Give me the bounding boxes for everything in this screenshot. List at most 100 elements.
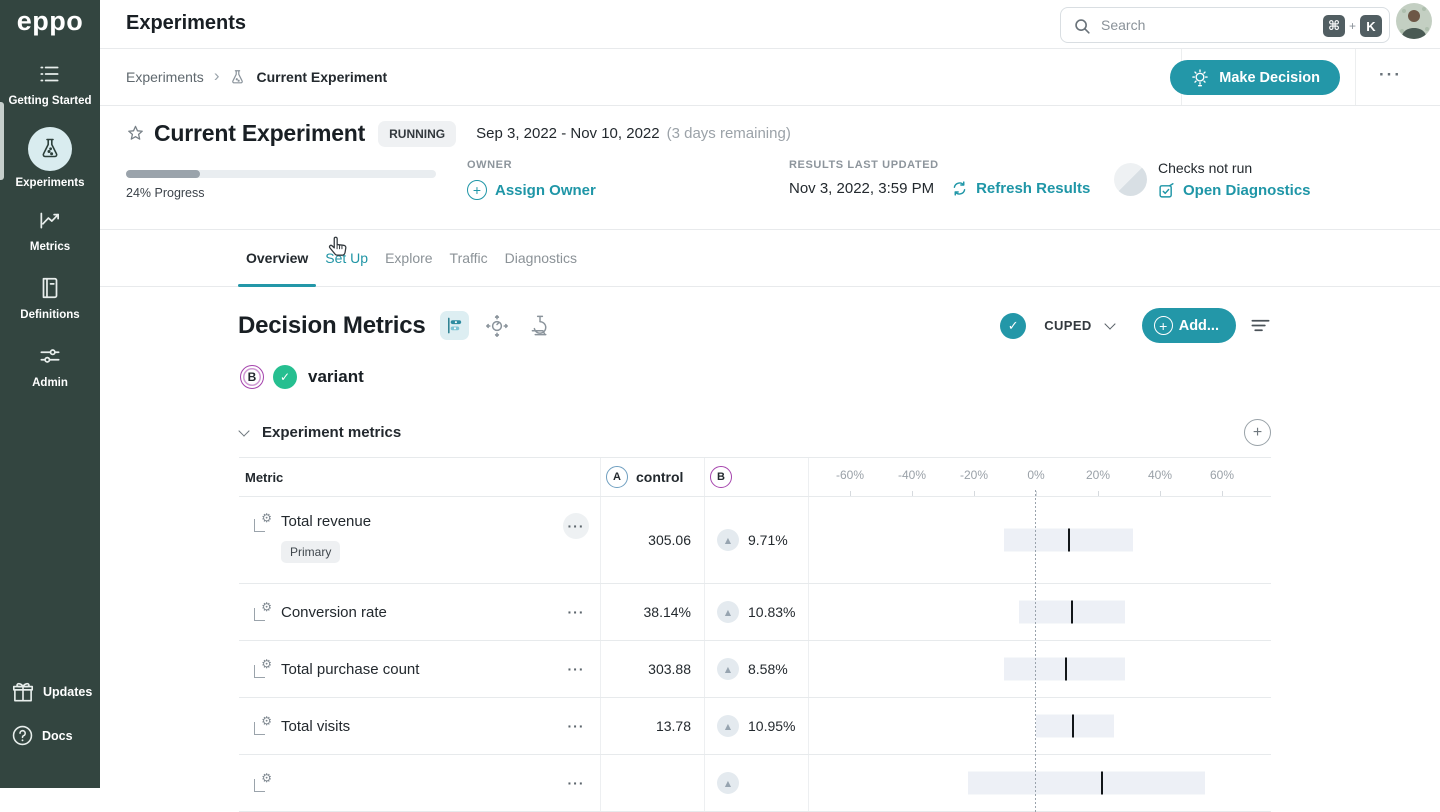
sidebar-item-definitions[interactable]: Definitions bbox=[0, 273, 100, 321]
tab-bar: Overview Set Up Explore Traffic Diagnost… bbox=[100, 230, 1440, 287]
k-key-badge: K bbox=[1360, 15, 1382, 37]
row-more-button[interactable]: ··· bbox=[563, 713, 589, 739]
axis-tick-label: 40% bbox=[1148, 468, 1172, 482]
control-value: 303.88 bbox=[648, 661, 691, 677]
metric-name[interactable]: Conversion rate bbox=[281, 604, 387, 621]
variant-b-badge: B bbox=[240, 365, 264, 389]
search-bar[interactable]: ⌘ + K bbox=[1060, 7, 1390, 43]
favorite-star-icon[interactable] bbox=[126, 124, 145, 143]
add-metric-button[interactable]: + Add... bbox=[1142, 308, 1236, 343]
open-diagnostics-button[interactable]: Open Diagnostics bbox=[1158, 182, 1311, 199]
filter-icon[interactable] bbox=[1250, 315, 1271, 336]
assign-owner-button[interactable]: + Assign Owner bbox=[467, 180, 596, 200]
breadcrumb: Experiments › Current Experiment bbox=[126, 49, 387, 105]
confidence-interval-bar[interactable] bbox=[1004, 658, 1125, 681]
row-more-button[interactable]: ··· bbox=[563, 513, 589, 539]
sidebar-item-experiments[interactable]: Experiments bbox=[0, 127, 100, 189]
results-updated-label: RESULTS LAST UPDATED bbox=[789, 159, 1090, 171]
cuped-check-icon[interactable]: ✓ bbox=[1000, 313, 1026, 339]
explore-gauge-icon[interactable] bbox=[483, 311, 512, 340]
decision-idea-icon bbox=[1190, 68, 1210, 88]
chart-axis: -60%-40%-20%0%20%40%60% bbox=[809, 458, 1271, 496]
interval-chart-view-icon[interactable] bbox=[440, 311, 469, 340]
row-more-button[interactable]: ··· bbox=[563, 599, 589, 625]
sidebar-item-getting-started[interactable]: Getting Started bbox=[0, 59, 100, 107]
sidebar-item-metrics[interactable]: Metrics bbox=[0, 205, 100, 253]
metric-settings-icon: ⚙ bbox=[252, 660, 272, 679]
progress-label: 24% Progress bbox=[126, 186, 205, 200]
metrics-table-body: ⚙ Total revenue Primary ··· 305.06 ▲ 9.7… bbox=[239, 497, 1271, 812]
microscope-icon[interactable] bbox=[526, 311, 555, 340]
owner-label: OWNER bbox=[467, 159, 596, 171]
metrics-table: Metric A control B -60%-40%-20%0%20%40%6… bbox=[239, 457, 1271, 812]
axis-tick-label: 60% bbox=[1210, 468, 1234, 482]
experiment-metrics-section-header: Experiment metrics + bbox=[238, 419, 1271, 446]
sidebar-item-admin[interactable]: Admin bbox=[0, 341, 100, 389]
tab-explore[interactable]: Explore bbox=[377, 230, 440, 286]
axis-tick-mark bbox=[912, 491, 913, 496]
confidence-interval-bar[interactable] bbox=[1004, 529, 1133, 552]
question-icon bbox=[10, 723, 35, 748]
add-metric-section-button[interactable]: + bbox=[1244, 419, 1271, 446]
flask-icon bbox=[28, 127, 72, 171]
axis-tick-mark bbox=[850, 491, 851, 496]
lift-value: 9.71% bbox=[748, 532, 788, 548]
eppo-logo: eppo bbox=[0, 6, 100, 37]
lift-direction-icon: ▲ bbox=[717, 529, 739, 551]
zero-baseline bbox=[1035, 490, 1036, 812]
chevron-down-icon[interactable] bbox=[1104, 318, 1115, 329]
treatment-b-badge: B bbox=[710, 466, 732, 488]
avatar[interactable] bbox=[1396, 3, 1432, 39]
cmd-key-badge: ⌘ bbox=[1323, 15, 1345, 37]
plus-circle-icon: + bbox=[467, 180, 487, 200]
lift-direction-icon: ▲ bbox=[717, 658, 739, 680]
metric-column-header: Metric bbox=[239, 458, 601, 496]
axis-tick-label: 20% bbox=[1086, 468, 1110, 482]
variant-name: variant bbox=[308, 367, 364, 387]
active-nav-indicator bbox=[0, 102, 4, 180]
confidence-interval-bar[interactable] bbox=[1036, 715, 1114, 738]
metric-name[interactable]: Total visits bbox=[281, 718, 350, 735]
flask-icon bbox=[229, 69, 246, 86]
page-title: Experiments bbox=[126, 12, 246, 35]
tab-set-up[interactable]: Set Up bbox=[317, 230, 376, 286]
more-options-button[interactable]: ··· bbox=[1379, 65, 1402, 85]
tab-overview[interactable]: Overview bbox=[238, 230, 316, 286]
row-more-button[interactable]: ··· bbox=[563, 656, 589, 682]
mean-tick bbox=[1065, 658, 1067, 681]
breadcrumb-experiments[interactable]: Experiments bbox=[126, 69, 204, 85]
mean-tick bbox=[1101, 772, 1103, 795]
refresh-icon bbox=[951, 180, 968, 197]
control-value: 13.78 bbox=[656, 718, 691, 734]
row-more-button[interactable]: ··· bbox=[563, 770, 589, 796]
plus-circle-icon: + bbox=[1154, 316, 1173, 335]
cuped-dropdown[interactable]: CUPED bbox=[1044, 318, 1092, 333]
top-bar: Experiments ⌘ + K bbox=[100, 0, 1440, 49]
sidebar: eppo Getting Started Experiments Metrics… bbox=[0, 0, 100, 788]
table-row: ⚙ Total purchase count ··· 303.88 ▲ 8.58… bbox=[239, 641, 1271, 698]
variant-check-icon: ✓ bbox=[273, 365, 297, 389]
metric-settings-icon: ⚙ bbox=[252, 717, 272, 736]
metric-name[interactable]: Total revenue bbox=[281, 513, 371, 530]
sidebar-item-updates[interactable]: Updates bbox=[0, 679, 100, 705]
axis-tick-label: 0% bbox=[1027, 468, 1044, 482]
control-value: 305.06 bbox=[648, 532, 691, 548]
axis-tick-label: -40% bbox=[898, 468, 926, 482]
mean-tick bbox=[1071, 601, 1073, 624]
make-decision-button[interactable]: Make Decision bbox=[1170, 60, 1340, 95]
lift-value: 10.95% bbox=[748, 718, 795, 734]
breadcrumb-current: Current Experiment bbox=[256, 69, 387, 85]
date-range: Sep 3, 2022 - Nov 10, 2022 bbox=[476, 125, 659, 142]
metrics-table-header: Metric A control B -60%-40%-20%0%20%40%6… bbox=[239, 457, 1271, 497]
results-block: RESULTS LAST UPDATED Nov 3, 2022, 3:59 P… bbox=[789, 159, 1090, 197]
chevron-right-icon: › bbox=[214, 66, 220, 86]
collapse-chevron-icon[interactable] bbox=[238, 425, 249, 436]
confidence-interval-bar[interactable] bbox=[968, 772, 1205, 795]
metric-name[interactable]: Total purchase count bbox=[281, 661, 419, 678]
tab-traffic[interactable]: Traffic bbox=[442, 230, 496, 286]
refresh-results-button[interactable]: Refresh Results bbox=[951, 180, 1090, 197]
tab-diagnostics[interactable]: Diagnostics bbox=[497, 230, 585, 286]
checks-status-text: Checks not run bbox=[1158, 160, 1252, 176]
sidebar-item-docs[interactable]: Docs bbox=[0, 723, 100, 748]
axis-tick-mark bbox=[1098, 491, 1099, 496]
